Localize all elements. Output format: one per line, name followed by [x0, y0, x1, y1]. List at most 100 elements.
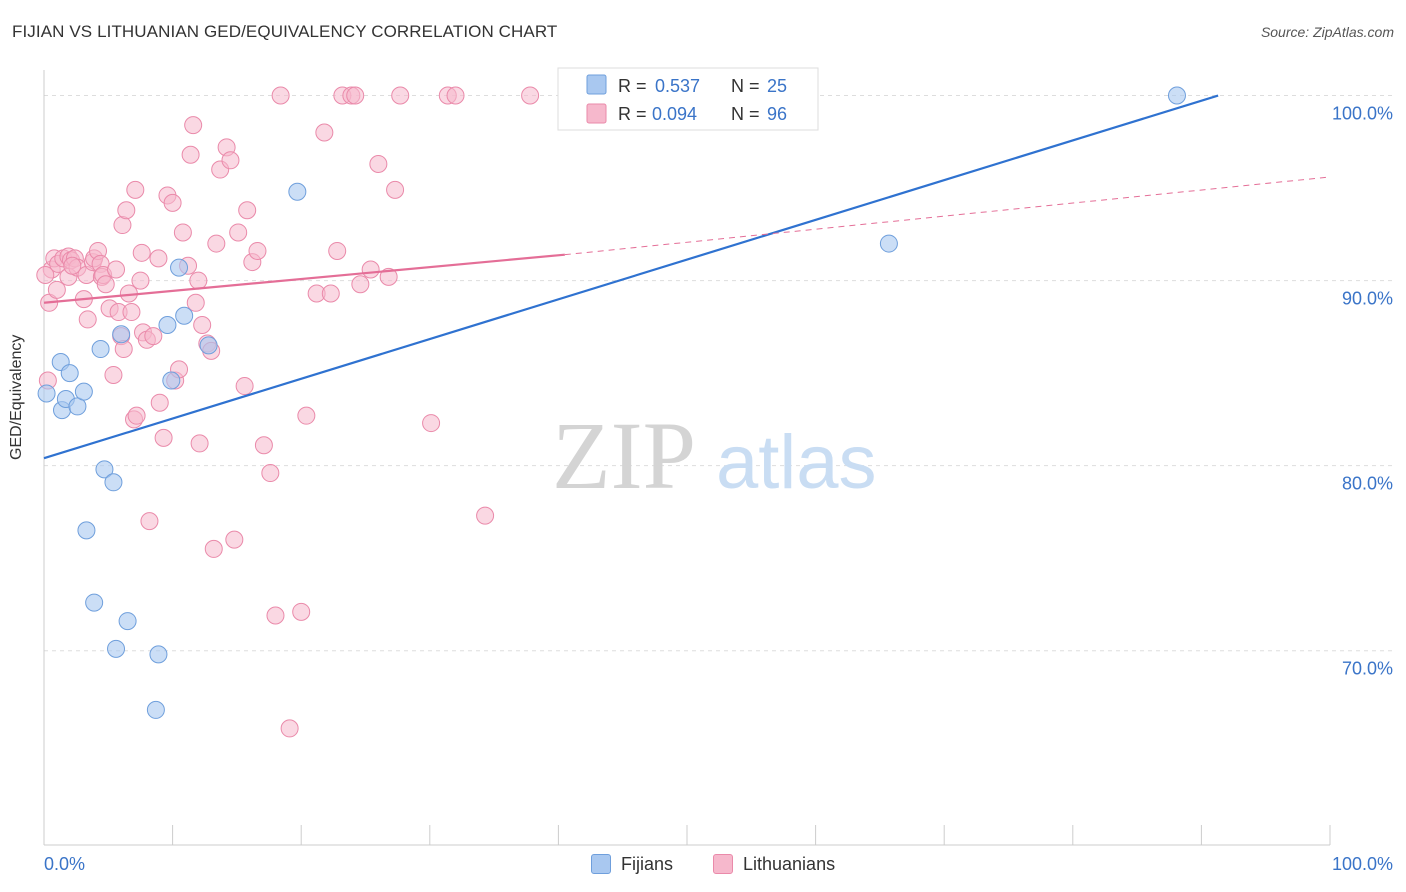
lithuanians-point — [144, 327, 163, 346]
lithuanians-trend-line — [43, 253, 565, 304]
fijians-point — [37, 384, 56, 403]
fijians-point — [162, 371, 181, 390]
fijians-point — [149, 645, 168, 664]
lithuanians-point — [181, 145, 200, 164]
lithuanians-point — [63, 256, 82, 275]
lithuanians-points — [36, 86, 540, 738]
lithuanians-point — [351, 275, 370, 294]
lithuanians-point — [346, 86, 365, 105]
lithuanians-point — [131, 271, 150, 290]
legend-n-label-lithuanians: N = — [731, 104, 760, 124]
lithuanians-point — [446, 86, 465, 105]
fijians-point — [1167, 86, 1186, 105]
lithuanians-trend-extension — [564, 176, 1331, 256]
fijians-point — [95, 460, 114, 479]
lithuanians-point — [221, 151, 240, 170]
fijians-point — [107, 639, 126, 658]
lithuanians-point — [104, 365, 123, 384]
legend-bottom-swatch-lithuanians — [713, 854, 733, 874]
lithuanians-point — [189, 271, 208, 290]
fijians-points — [37, 86, 1186, 719]
fijians-point — [879, 234, 898, 253]
x-tick-labels: 0.0% 100.0% — [44, 854, 1393, 874]
lithuanians-point — [248, 241, 267, 260]
lithuanians-point — [96, 275, 115, 294]
legend-bottom-swatch-fijians — [591, 854, 611, 874]
watermark-zip: ZIP — [552, 402, 696, 509]
lithuanians-point — [315, 123, 334, 142]
lithuanians-point — [126, 180, 145, 199]
lithuanians-point — [140, 512, 159, 531]
y-tick-label: 90.0% — [1342, 289, 1393, 309]
lithuanians-point — [238, 201, 257, 220]
lithuanians-point — [207, 234, 226, 253]
trend-lines — [43, 94, 1331, 460]
lithuanians-point — [78, 310, 97, 329]
legend-swatch-lithuanians — [586, 103, 607, 124]
chart-title: FIJIAN VS LITHUANIAN GED/EQUIVALENCY COR… — [12, 22, 558, 41]
lithuanians-point — [361, 260, 380, 279]
legend-swatch-fijians — [586, 74, 607, 95]
lithuanians-point — [297, 406, 316, 425]
x-tick-label: 100.0% — [1332, 854, 1393, 874]
watermark-atlas: atlas — [716, 420, 877, 505]
source-credit: Source: ZipAtlas.com — [1260, 24, 1394, 40]
y-tick-label: 70.0% — [1342, 659, 1393, 679]
lithuanians-point — [193, 315, 212, 334]
lithuanians-point — [150, 393, 169, 412]
lithuanians-point — [292, 602, 311, 621]
lithuanians-point — [204, 539, 223, 558]
grid-lines — [44, 95, 1392, 652]
legend-bottom: Fijians Lithuanians — [0, 850, 1406, 880]
lithuanians-point — [122, 303, 141, 322]
lithuanians-point — [328, 241, 347, 260]
lithuanians-point — [229, 223, 248, 242]
lithuanians-point — [225, 530, 244, 549]
y-tick-label: 80.0% — [1342, 474, 1393, 494]
legend-r-value-lithuanians: 0.094 — [652, 104, 697, 124]
fijians-point — [158, 315, 177, 334]
y-tick-labels: 70.0% 80.0% 90.0% 100.0% — [1332, 104, 1393, 679]
fijians-point — [199, 336, 218, 355]
x-tick-label: 0.0% — [44, 854, 85, 874]
legend-r-label-lithuanians: R = — [618, 104, 647, 124]
lithuanians-point — [386, 180, 405, 199]
lithuanians-point — [266, 606, 285, 625]
fijians-point — [175, 306, 194, 325]
lithuanians-point — [254, 436, 273, 455]
fijians-point — [288, 182, 307, 201]
fijians-point — [77, 521, 96, 540]
fijians-point — [60, 364, 79, 383]
lithuanians-point — [127, 406, 146, 425]
legend-n-value-lithuanians: 96 — [767, 104, 787, 124]
lithuanians-point — [47, 280, 66, 299]
lithuanians-point — [261, 464, 280, 483]
lithuanians-point — [391, 86, 410, 105]
legend-label-fijians: Fijians — [621, 853, 674, 874]
lithuanians-point — [107, 260, 126, 279]
lithuanians-point — [369, 154, 388, 173]
legend-item-lithuanians: Lithuanians — [713, 853, 835, 875]
lithuanians-point — [113, 216, 132, 235]
fijians-point — [104, 473, 123, 492]
legend-label-lithuanians: Lithuanians — [743, 853, 836, 874]
fijians-point — [146, 700, 165, 719]
lithuanians-point — [476, 506, 495, 525]
fijians-point — [91, 340, 110, 359]
legend-n-value-fijians: 25 — [767, 76, 787, 96]
lithuanians-point — [149, 249, 168, 268]
lithuanians-point — [521, 86, 540, 105]
legend-r-value-fijians: 0.537 — [655, 76, 700, 96]
lithuanians-point — [117, 201, 136, 220]
lithuanians-point — [173, 223, 192, 242]
lithuanians-point — [422, 414, 441, 433]
lithuanians-point — [184, 116, 203, 135]
fijians-point — [118, 612, 137, 631]
lithuanians-point — [271, 86, 290, 105]
legend-item-fijians: Fijians — [591, 853, 673, 875]
fijians-point — [112, 325, 131, 344]
legend-r-label-fijians: R = — [618, 76, 647, 96]
fijians-point — [74, 382, 93, 401]
fijians-point — [170, 258, 189, 277]
